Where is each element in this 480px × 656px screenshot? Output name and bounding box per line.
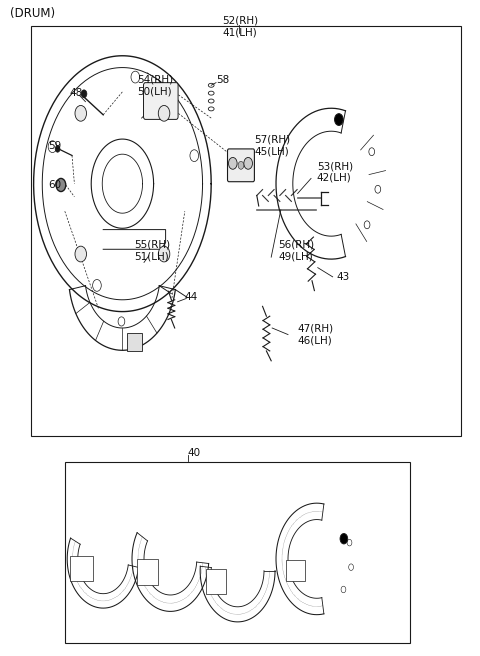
FancyBboxPatch shape — [127, 333, 142, 351]
FancyBboxPatch shape — [206, 569, 226, 594]
Text: 48: 48 — [70, 88, 83, 98]
Circle shape — [190, 150, 199, 161]
Circle shape — [375, 185, 381, 193]
Circle shape — [244, 157, 252, 169]
Circle shape — [347, 539, 352, 546]
Circle shape — [48, 141, 57, 153]
Circle shape — [56, 178, 66, 192]
FancyBboxPatch shape — [137, 559, 158, 585]
Circle shape — [81, 90, 87, 98]
Text: 60: 60 — [48, 180, 61, 190]
Circle shape — [369, 148, 374, 155]
FancyBboxPatch shape — [144, 83, 178, 119]
Text: 59: 59 — [48, 140, 61, 151]
Circle shape — [55, 146, 60, 152]
Text: 57(RH)
45(LH): 57(RH) 45(LH) — [254, 135, 290, 156]
Text: 55(RH)
51(LH): 55(RH) 51(LH) — [134, 240, 170, 261]
FancyBboxPatch shape — [286, 560, 305, 581]
Bar — [31, 26, 461, 436]
FancyBboxPatch shape — [70, 556, 93, 581]
Text: 53(RH)
42(LH): 53(RH) 42(LH) — [317, 161, 353, 182]
Text: 52(RH)
41(LH): 52(RH) 41(LH) — [222, 16, 258, 37]
Circle shape — [118, 317, 125, 326]
Text: 43: 43 — [336, 272, 349, 282]
Circle shape — [158, 106, 170, 121]
Circle shape — [75, 106, 86, 121]
Circle shape — [364, 221, 370, 229]
Text: 40: 40 — [187, 447, 200, 458]
Circle shape — [335, 113, 343, 125]
Text: 58: 58 — [216, 75, 229, 85]
Bar — [65, 462, 410, 643]
Circle shape — [348, 564, 353, 571]
Text: (DRUM): (DRUM) — [10, 7, 55, 20]
Circle shape — [131, 72, 140, 83]
Circle shape — [341, 586, 346, 593]
FancyBboxPatch shape — [228, 149, 254, 182]
Text: 56(RH)
49(LH): 56(RH) 49(LH) — [278, 240, 314, 261]
Circle shape — [228, 157, 237, 169]
Text: 54(RH)
50(LH): 54(RH) 50(LH) — [137, 75, 173, 96]
Circle shape — [238, 161, 244, 169]
Text: 44: 44 — [185, 291, 198, 302]
Circle shape — [158, 246, 170, 262]
Text: 47(RH)
46(LH): 47(RH) 46(LH) — [298, 324, 334, 345]
Circle shape — [75, 246, 86, 262]
Circle shape — [340, 533, 348, 544]
Circle shape — [93, 279, 101, 291]
